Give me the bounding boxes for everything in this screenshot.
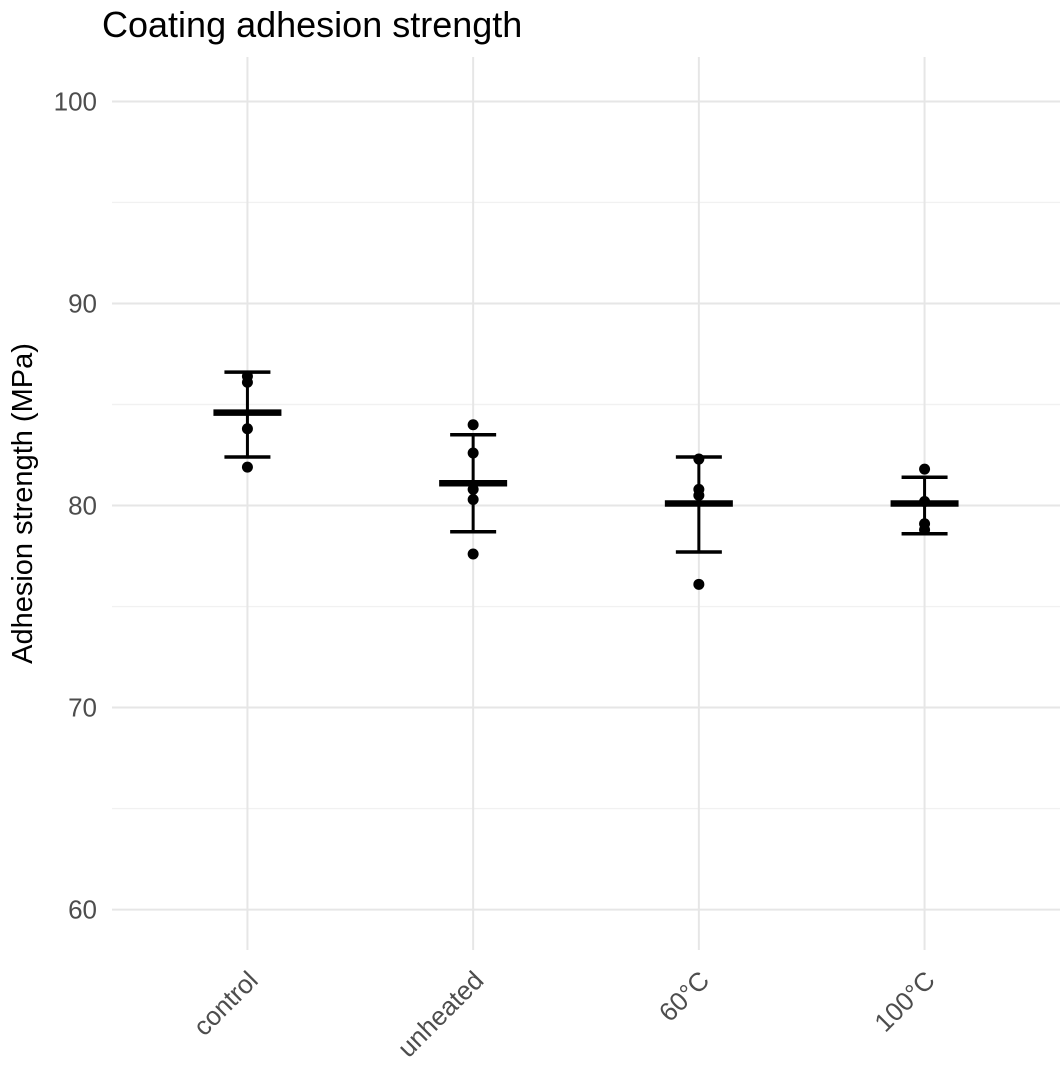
y-axis-title: Adhesion strength (MPa) — [7, 343, 39, 664]
y-tick-label: 60 — [68, 895, 97, 925]
data-point — [919, 524, 931, 536]
data-point — [919, 495, 931, 507]
data-point — [467, 419, 479, 431]
x-tick-label: control — [187, 965, 263, 1041]
data-point — [467, 483, 479, 495]
data-point — [919, 463, 931, 475]
x-tick-label: 60°C — [653, 965, 715, 1027]
data-point — [241, 423, 253, 435]
y-tick-label: 70 — [68, 693, 97, 723]
data-point — [467, 548, 479, 560]
x-tick-label: unheated — [391, 965, 489, 1063]
data-point — [693, 489, 705, 501]
data-point — [693, 578, 705, 590]
x-tick-label: 100°C — [868, 965, 941, 1038]
data-point — [467, 447, 479, 459]
y-tick-label: 100 — [54, 86, 97, 116]
chart-title: Coating adhesion strength — [102, 4, 523, 45]
y-tick-label: 90 — [68, 288, 97, 318]
data-point — [241, 376, 253, 388]
data-point — [241, 461, 253, 473]
y-tick-label: 80 — [68, 491, 97, 521]
data-point — [467, 493, 479, 505]
data-point — [693, 453, 705, 465]
